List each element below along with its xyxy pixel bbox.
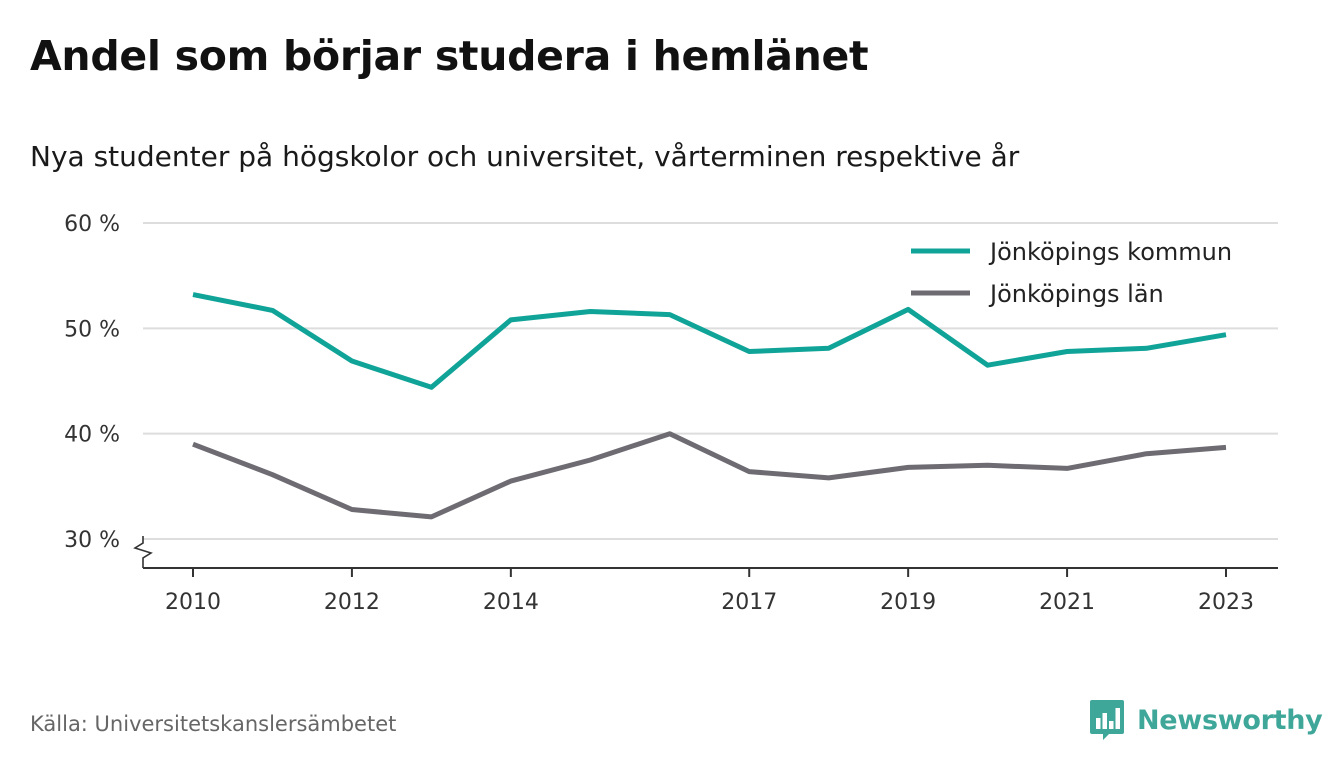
x-tick-label: 2012 [324, 590, 380, 615]
x-tick-label: 2023 [1198, 590, 1254, 615]
y-tick-label: 40 % [64, 423, 120, 448]
bar-chart-speech-bubble-icon [1090, 700, 1124, 740]
y-axis-break [133, 536, 153, 568]
chart-title: Andel som börjar studera i hemlänet [30, 32, 869, 80]
series-line-kommun [192, 292, 1227, 390]
y-tick-label: 60 % [64, 212, 120, 237]
y-tick-label: 30 % [64, 528, 120, 553]
y-tick-label: 50 % [64, 317, 120, 342]
line-chart: 30 % 40 % 50 % 60 % 2010 2012 2014 2017 2019 2021… [64, 212, 1278, 615]
series-line-lan [192, 431, 1227, 520]
x-tick-label: 2010 [165, 590, 221, 615]
chart-subtitle: Nya studenter på högskolor och universit… [30, 140, 1020, 173]
axes: 30 % 40 % 50 % 60 % 2010 2012 2014 2017 2019 2021… [64, 212, 1278, 615]
x-tick-label: 2014 [483, 590, 539, 615]
source-note: Källa: Universitetskanslersämbetet [30, 712, 397, 736]
brand-logo: Newsworthy [1089, 699, 1323, 741]
x-tick-label: 2017 [721, 590, 777, 615]
brand-name: Newsworthy [1137, 704, 1323, 736]
legend: Jönköpings kommun Jönköpings län [911, 238, 1232, 308]
x-tick-label: 2019 [880, 590, 936, 615]
x-tick-label: 2021 [1039, 590, 1095, 615]
legend-label: Jönköpings kommun [988, 238, 1232, 266]
grid-lines [143, 222, 1278, 540]
legend-label: Jönköpings län [988, 280, 1164, 308]
series-lines [192, 292, 1227, 520]
